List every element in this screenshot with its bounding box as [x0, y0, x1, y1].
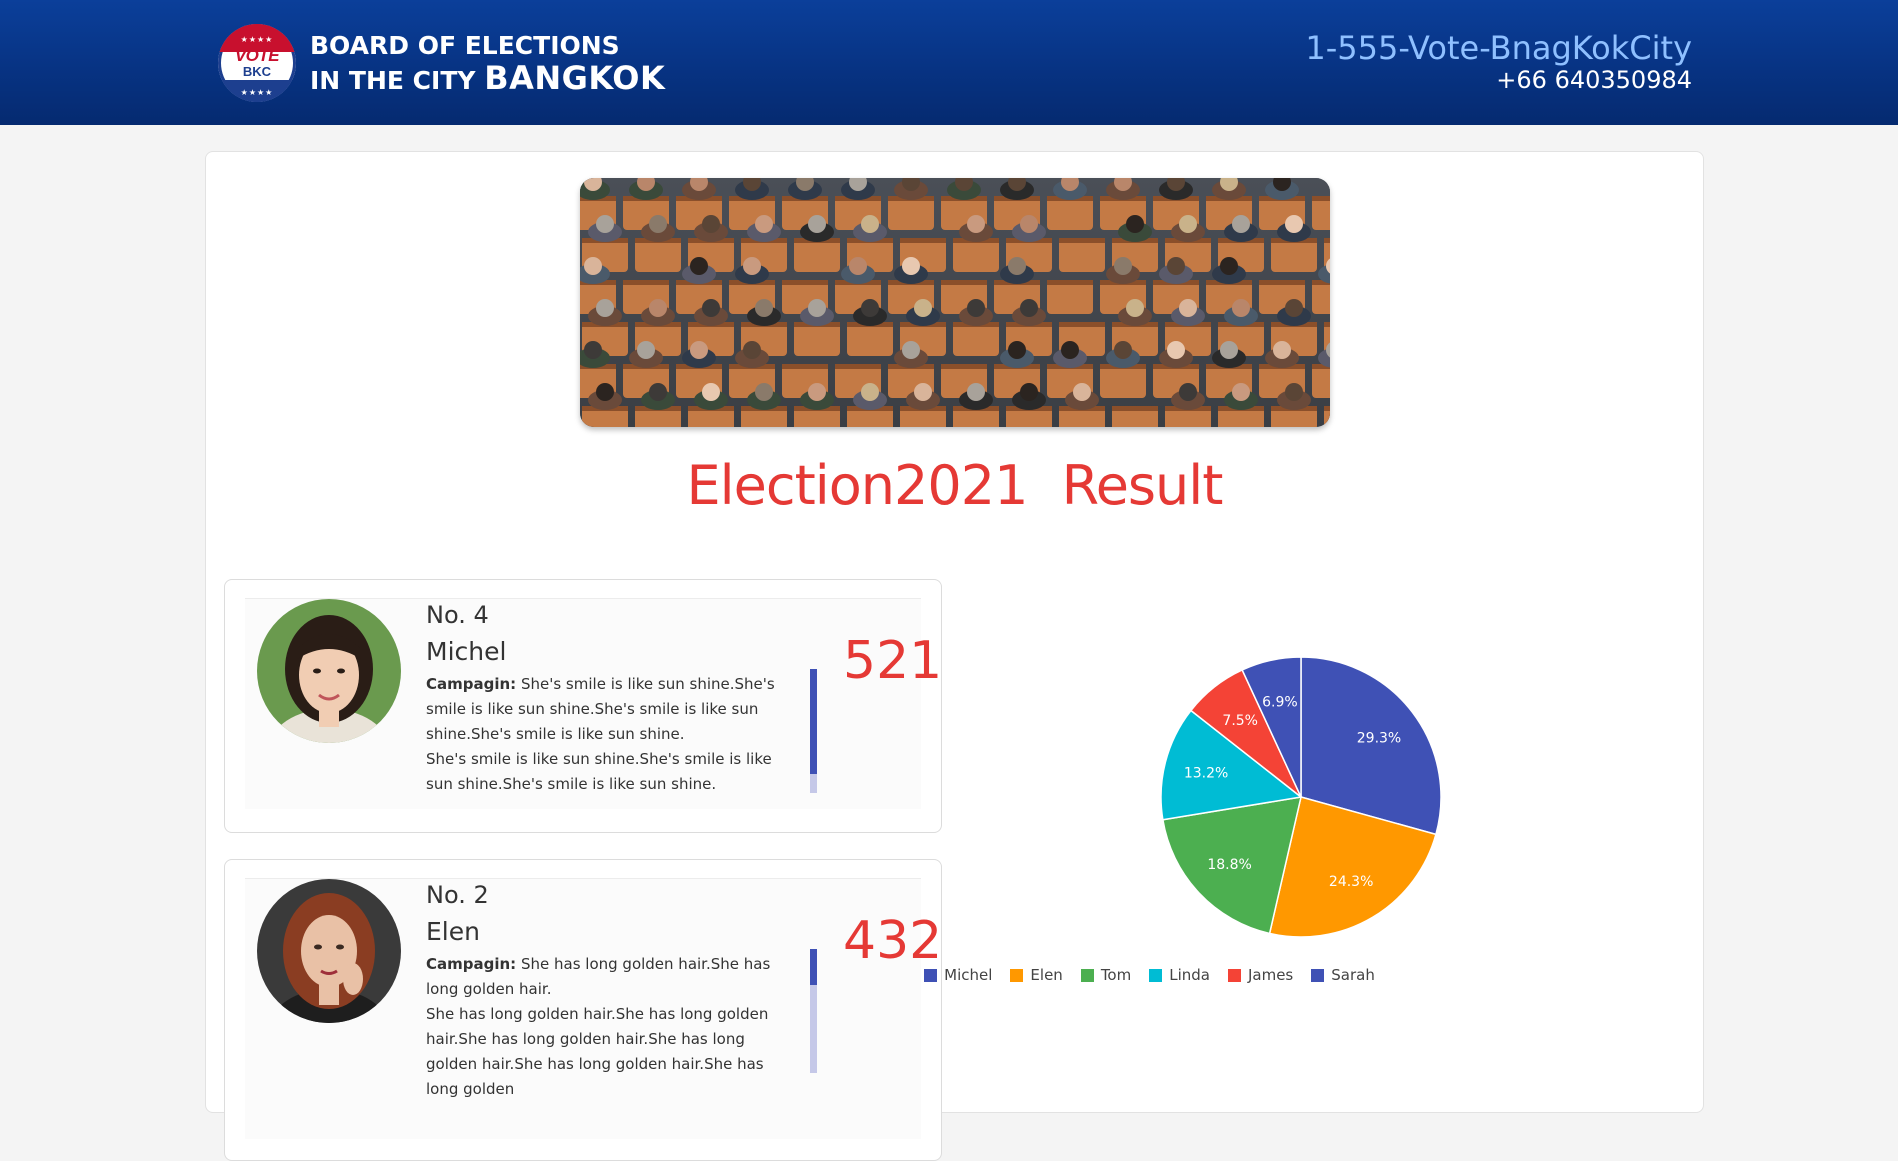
legend-item-james[interactable]: James — [1227, 966, 1294, 984]
candidate-name: Elen — [426, 917, 480, 946]
vote-progress-bar — [810, 949, 817, 1073]
chart-legend: Michel Elen Tom Linda James Sarah — [206, 966, 1703, 984]
legend-label: Linda — [1169, 966, 1210, 984]
audience-photo-illustration — [580, 178, 1330, 427]
legend-swatch — [1149, 968, 1163, 982]
results-pie-chart: 29.3% 24.3% 18.8% 13.2% 7.5% 6.9% — [1106, 592, 1606, 1042]
candidate-number: No. 2 — [426, 881, 489, 909]
vote-count: 432 — [843, 911, 943, 971]
candidate-card-body: No. 2 Elen Campagin: She has long golden… — [245, 878, 942, 1139]
pie-label-elen: 24.3% — [1329, 874, 1373, 890]
legend-item-elen[interactable]: Elen — [1010, 966, 1063, 984]
legend-label: Tom — [1100, 966, 1132, 984]
pie-slice-michel[interactable] — [1300, 656, 1442, 836]
election-result-title: Election2021 Result — [686, 454, 1224, 517]
legend-swatch — [1080, 968, 1094, 982]
campaign-text-2: She has long golden hair.She has long go… — [426, 1005, 769, 1098]
campaign-text: She's smile is like sun shine.She's smil… — [426, 675, 775, 743]
pie-label-linda: 13.2% — [1184, 766, 1228, 782]
pie-chart-svg: 29.3% 24.3% 18.8% 13.2% 7.5%6.9% — [1160, 656, 1442, 938]
candidate-card[interactable]: No. 2 Elen Campagin: She has long golden… — [224, 859, 942, 1161]
legend-swatch — [1311, 968, 1325, 982]
candidate-card-body: No. 4 Michel Campagin: She's smile is li… — [245, 598, 942, 809]
logo-bkc-text: BKC — [242, 64, 272, 79]
legend-swatch — [1227, 968, 1241, 982]
campaign-label: Campagin: — [426, 675, 517, 693]
org-name-line1: BOARD OF ELECTIONS — [310, 30, 620, 60]
campaign-text: She has long golden hair.She has long go… — [426, 955, 771, 998]
legend-label: Elen — [1030, 966, 1063, 984]
pie-label-sarah: 6.9% — [1262, 694, 1298, 710]
legend-item-sarah[interactable]: Sarah — [1311, 966, 1375, 984]
site-logo[interactable]: ★★★★ VOTE BKC ★★★★ BOARD OF ELECTIONS IN… — [218, 24, 665, 102]
pie-label-michel: 29.3% — [1357, 731, 1401, 747]
legend-item-tom[interactable]: Tom — [1080, 966, 1132, 984]
pie-label-tom: 18.8% — [1207, 857, 1251, 873]
pie-slice-tom[interactable] — [1162, 796, 1302, 935]
hero-image-audience — [580, 178, 1330, 427]
legend-label: Michel — [944, 966, 993, 984]
logo-vote-text: VOTE — [234, 46, 280, 65]
legend-swatch — [1010, 968, 1024, 982]
vote-badge-logo: ★★★★ VOTE BKC ★★★★ — [218, 24, 296, 102]
org-name-city: BANGKOK — [484, 58, 666, 97]
phone-number[interactable]: +66 640350984 — [1496, 66, 1692, 94]
pie-slice-elen[interactable] — [1268, 796, 1437, 938]
candidate-number: No. 4 — [426, 601, 489, 629]
logo-stars-bottom: ★★★★ — [240, 88, 274, 97]
candidate-name: Michel — [426, 637, 507, 666]
org-name: BOARD OF ELECTIONS IN THE CITY BANGKOK — [310, 33, 665, 94]
org-name-prefix: IN THE CITY — [310, 65, 476, 95]
legend-label: Sarah — [1331, 966, 1375, 984]
vote-progress-bar — [810, 669, 817, 793]
hotline-link[interactable]: 1-555-Vote-BnagKokCity — [1305, 29, 1692, 67]
candidate-avatar — [257, 879, 401, 1023]
vote-progress-fill — [810, 669, 817, 775]
vote-count: 521 — [843, 631, 943, 691]
pie-slice-sarah[interactable] — [1241, 656, 1302, 798]
pie-label-james: 7.5% — [1222, 713, 1258, 729]
legend-label: James — [1247, 966, 1294, 984]
org-name-line2: IN THE CITY BANGKOK — [310, 62, 665, 94]
logo-stars-top: ★★★★ — [240, 35, 274, 44]
site-header: ★★★★ VOTE BKC ★★★★ BOARD OF ELECTIONS IN… — [0, 0, 1898, 125]
candidate-card[interactable]: No. 4 Michel Campagin: She's smile is li… — [224, 579, 942, 833]
candidate-avatar — [257, 599, 401, 743]
results-card: Election2021 Result No. 4 Michel — [205, 151, 1704, 1161]
pie-slice-linda[interactable] — [1160, 709, 1303, 821]
vote-progress-fill — [810, 949, 817, 985]
contact-info: 1-555-Vote-BnagKokCity +66 640350984 — [1305, 30, 1692, 94]
campaign-label: Campagin: — [426, 955, 517, 973]
campaign-text-2: She's smile is like sun shine.She's smil… — [426, 750, 772, 793]
legend-item-linda[interactable]: Linda — [1149, 966, 1210, 984]
candidate-campaign: Campagin: She's smile is like sun shine.… — [426, 672, 781, 797]
legend-item-michel[interactable]: Michel — [924, 966, 992, 984]
legend-swatch — [924, 968, 938, 982]
